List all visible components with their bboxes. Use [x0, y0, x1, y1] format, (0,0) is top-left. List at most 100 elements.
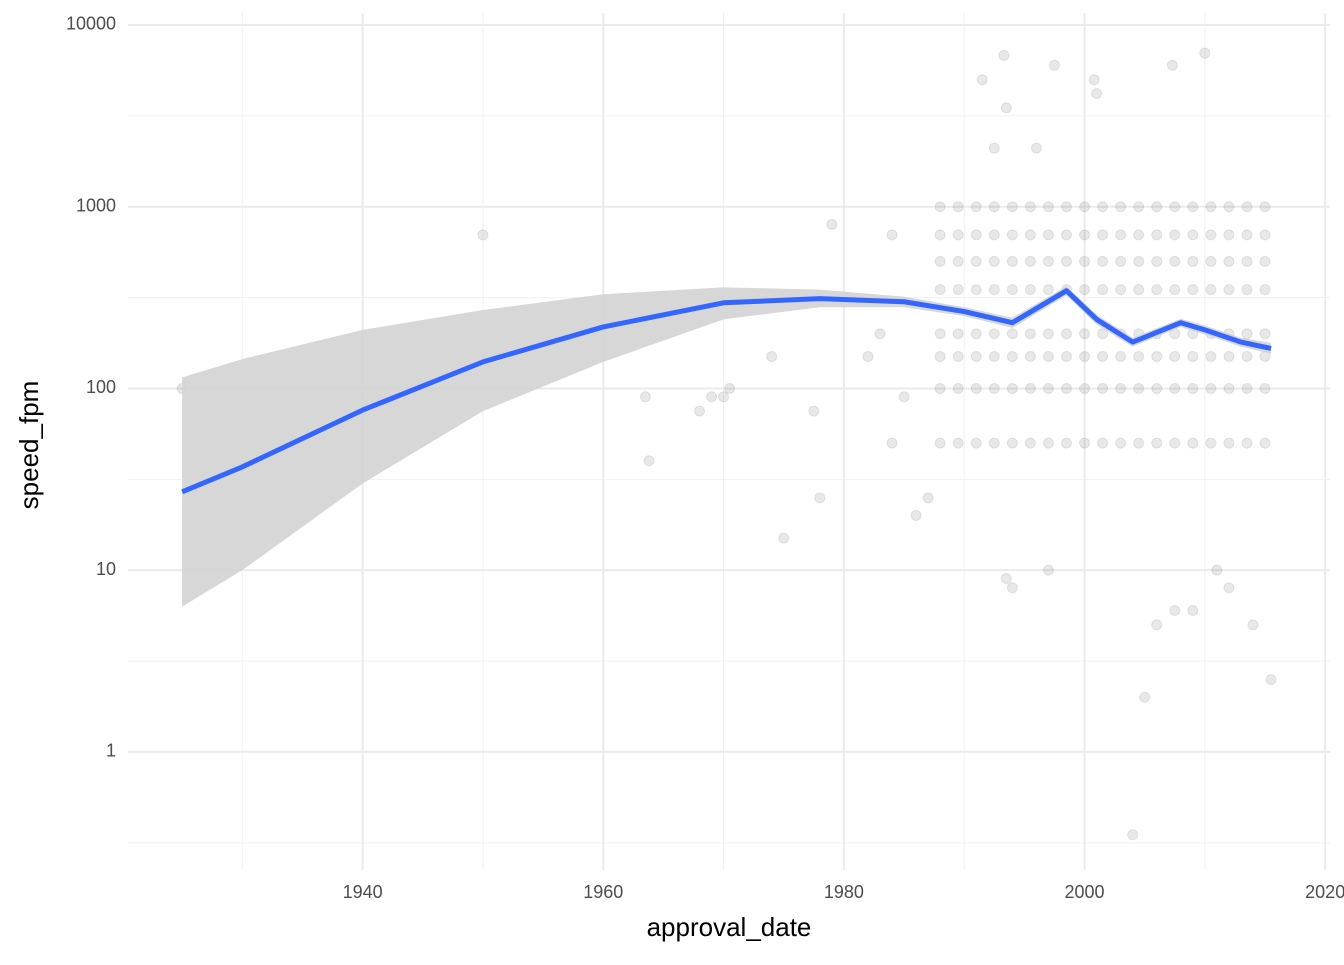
point: [1079, 255, 1091, 267]
point: [886, 229, 898, 241]
point: [1259, 229, 1271, 241]
point: [1187, 255, 1199, 267]
point: [1060, 382, 1072, 394]
point: [952, 284, 964, 296]
point: [934, 284, 946, 296]
point: [1097, 201, 1109, 213]
point: [934, 328, 946, 340]
point: [1169, 284, 1181, 296]
point: [477, 229, 489, 241]
point: [694, 405, 706, 417]
point: [970, 350, 982, 362]
point: [1024, 382, 1036, 394]
point: [988, 255, 1000, 267]
point: [976, 74, 988, 86]
point: [1060, 229, 1072, 241]
point: [970, 229, 982, 241]
point: [988, 350, 1000, 362]
point: [910, 509, 922, 521]
point: [1006, 582, 1018, 594]
point: [766, 350, 778, 362]
point: [778, 532, 790, 544]
point: [952, 201, 964, 213]
x-axis-title: approval_date: [647, 912, 812, 942]
point: [1024, 328, 1036, 340]
point: [1042, 201, 1054, 213]
point: [1042, 255, 1054, 267]
point: [1169, 437, 1181, 449]
point: [1211, 564, 1223, 576]
point: [1115, 255, 1127, 267]
point: [1115, 382, 1127, 394]
point: [1006, 284, 1018, 296]
point: [1187, 201, 1199, 213]
point: [1079, 328, 1091, 340]
point: [1133, 437, 1145, 449]
point: [1259, 328, 1271, 340]
point: [1079, 350, 1091, 362]
point: [1042, 564, 1054, 576]
point: [724, 382, 736, 394]
smooth-line: [181, 288, 1272, 495]
y-tick-label: 10000: [66, 14, 116, 34]
point: [1151, 255, 1163, 267]
point: [1133, 229, 1145, 241]
point: [1187, 437, 1199, 449]
confidence-ribbon: [182, 286, 1272, 607]
point: [1241, 255, 1253, 267]
point: [1247, 619, 1259, 631]
point: [1060, 350, 1072, 362]
point: [874, 328, 886, 340]
point: [1241, 350, 1253, 362]
point: [1097, 437, 1109, 449]
point: [814, 492, 826, 504]
point: [1223, 255, 1235, 267]
point: [1006, 229, 1018, 241]
point: [1079, 229, 1091, 241]
point: [1024, 350, 1036, 362]
point: [1115, 350, 1127, 362]
point: [1024, 284, 1036, 296]
point: [1000, 573, 1012, 585]
point: [1169, 201, 1181, 213]
point: [970, 201, 982, 213]
point: [1205, 201, 1217, 213]
point: [1259, 437, 1271, 449]
point: [1024, 437, 1036, 449]
point: [1097, 229, 1109, 241]
point: [1079, 437, 1091, 449]
point: [1042, 328, 1054, 340]
point: [1151, 229, 1163, 241]
point: [1133, 350, 1145, 362]
point: [826, 218, 838, 230]
point: [1199, 47, 1211, 59]
point: [1169, 229, 1181, 241]
point: [1000, 102, 1012, 114]
point: [1006, 437, 1018, 449]
point: [1097, 255, 1109, 267]
point: [1006, 350, 1018, 362]
point: [1060, 201, 1072, 213]
x-tick-label: 1960: [583, 882, 623, 902]
point: [1006, 328, 1018, 340]
point: [952, 350, 964, 362]
point: [970, 284, 982, 296]
point: [988, 201, 1000, 213]
point: [1187, 350, 1199, 362]
point: [1205, 382, 1217, 394]
x-tick-label: 1980: [824, 882, 864, 902]
point: [934, 201, 946, 213]
point: [1091, 87, 1103, 99]
point: [1060, 328, 1072, 340]
point: [1115, 284, 1127, 296]
point: [1223, 201, 1235, 213]
point: [1169, 382, 1181, 394]
y-tick-label: 10: [96, 559, 116, 579]
point: [1133, 201, 1145, 213]
point: [1079, 382, 1091, 394]
point: [1265, 674, 1277, 686]
point: [1151, 437, 1163, 449]
point: [1166, 59, 1178, 71]
point: [1133, 382, 1145, 394]
